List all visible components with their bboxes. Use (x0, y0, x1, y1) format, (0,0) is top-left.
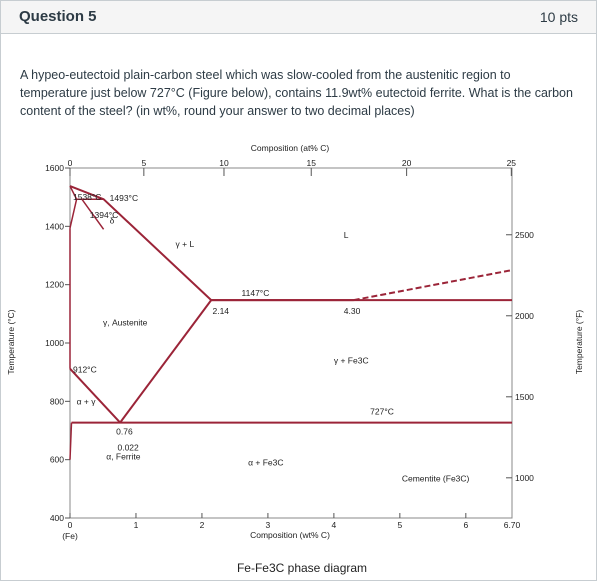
right-tick-label: 2000 (515, 311, 534, 321)
y-tick-label: 600 (50, 455, 64, 465)
question-text: A hypeo-eutectoid plain-carbon steel whi… (20, 68, 573, 118)
region-delta: δ (110, 215, 115, 225)
question-header: Question 5 10 pts (1, 1, 596, 34)
label-912: 912°C (73, 365, 97, 375)
top-tick-label: 25 (507, 158, 517, 168)
region-gamma-cementite: γ + Fe3C (334, 355, 369, 365)
label-4-30: 4.30 (344, 306, 361, 316)
x-tick-label: 4 (332, 520, 337, 530)
right-axis-title: Temperature (°F) (574, 310, 584, 375)
label-1394: 1394°C (90, 210, 118, 220)
x-tick-label: 0 (68, 520, 73, 530)
y-tick-label: 400 (50, 513, 64, 523)
liquidus (69, 185, 354, 302)
fe-label: (Fe) (62, 531, 78, 541)
y-tick-label: 1600 (45, 163, 64, 173)
x-tick-label: 5 (397, 520, 402, 530)
y-tick-label: 800 (50, 396, 64, 406)
top-axis-title: Composition (at% C) (251, 143, 330, 153)
top-tick-label: 5 (141, 158, 146, 168)
label-2-14: 2.14 (212, 306, 229, 316)
x-tick-label: 3 (266, 520, 271, 530)
question-title: Question 5 (19, 8, 97, 25)
right-tick-label: 1500 (515, 392, 534, 402)
y-tick-label: 1200 (45, 280, 64, 290)
x-tick-label: 2 (200, 520, 205, 530)
ferrite-solvus (69, 422, 73, 460)
label-1147: 1147°C (242, 288, 270, 298)
delta-lower (69, 198, 105, 230)
region-gamma-liquid: γ + L (176, 239, 195, 249)
cementite-liquidus (353, 269, 513, 302)
y-tick-label: 1000 (45, 338, 64, 348)
plot-frame (69, 167, 513, 519)
x-tick-label: 1 (134, 520, 139, 530)
x-tick-label: 6 (463, 520, 468, 530)
figure-caption: Fe-Fe3C phase diagram (237, 561, 367, 575)
region-alpha-gamma: α + γ (77, 396, 97, 406)
austenite-solvus (119, 299, 213, 424)
bottom-axis-title: Composition (wt% C) (250, 530, 330, 540)
top-tick-label: 10 (219, 158, 229, 168)
left-axis-title: Temperature (°C) (6, 309, 16, 374)
right-tick-label: 1000 (515, 473, 534, 483)
label-1493: 1493°C (110, 193, 138, 203)
question-points: 10 pts (539, 9, 578, 25)
label-1538: 1538°C (73, 192, 101, 202)
region-austenite: γ, Austenite (103, 318, 148, 328)
region-liquid: L (344, 230, 349, 240)
label-727: 727°C (370, 407, 394, 417)
y-tick-label: 1400 (45, 221, 64, 231)
right-tick-label: 2500 (515, 230, 534, 240)
top-tick-label: 0 (68, 158, 73, 168)
label-0-022: 0.022 (117, 443, 139, 453)
top-tick-label: 20 (402, 158, 412, 168)
region-ferrite: α, Ferrite (106, 452, 140, 462)
x-end-label: 6.70 (504, 520, 521, 530)
region-alpha-cementite: α + Fe3C (248, 458, 283, 468)
label-0-76: 0.76 (116, 427, 133, 437)
region-cementite: Cementite (Fe3C) (402, 474, 470, 484)
a3-line (69, 368, 121, 424)
top-tick-label: 15 (306, 158, 316, 168)
